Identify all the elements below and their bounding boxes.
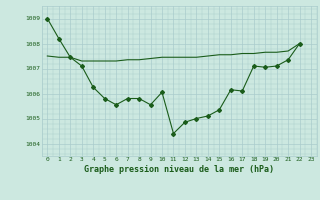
X-axis label: Graphe pression niveau de la mer (hPa): Graphe pression niveau de la mer (hPa) <box>84 165 274 174</box>
